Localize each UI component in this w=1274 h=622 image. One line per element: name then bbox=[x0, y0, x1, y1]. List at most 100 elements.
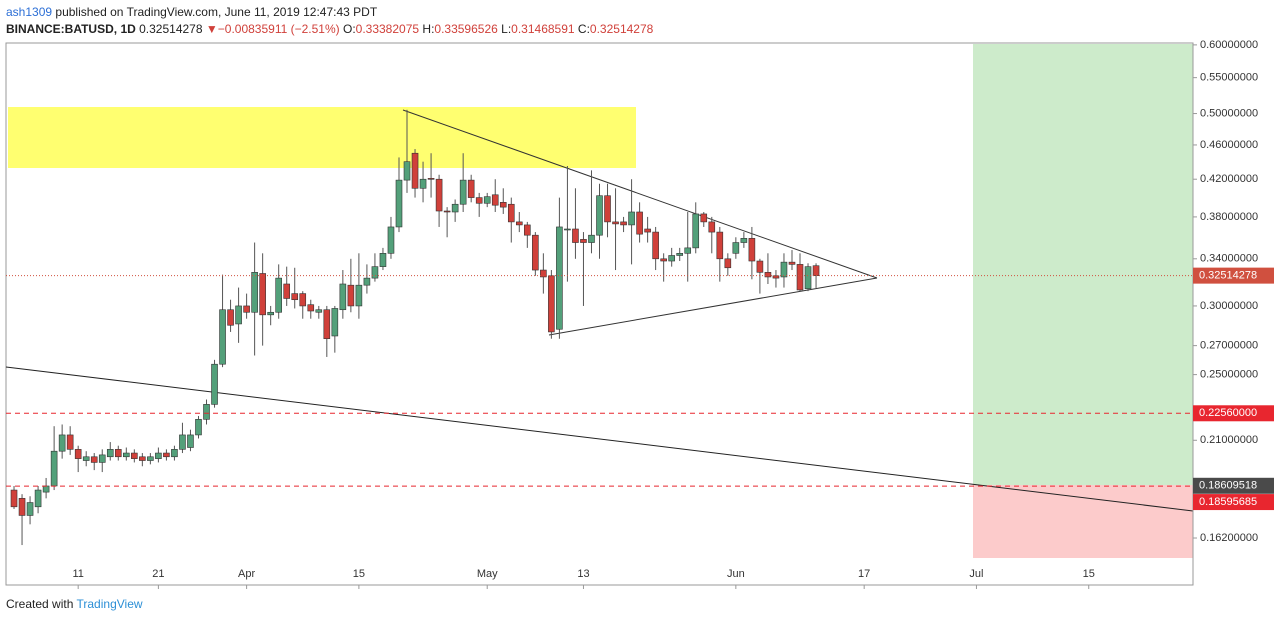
author[interactable]: ash1309 bbox=[6, 5, 53, 19]
candle-body bbox=[315, 309, 323, 313]
candle-body bbox=[515, 221, 523, 226]
price-line-label: 0.22560000 bbox=[1199, 407, 1257, 419]
candle-body bbox=[491, 194, 499, 206]
c-label: C: bbox=[577, 22, 590, 36]
candle-body bbox=[139, 456, 146, 461]
candle-body bbox=[740, 238, 748, 243]
candle-body bbox=[660, 258, 667, 262]
candle-body bbox=[636, 211, 643, 235]
candle-body bbox=[692, 213, 700, 249]
o-label: O: bbox=[342, 22, 356, 36]
candle-body bbox=[764, 272, 772, 278]
candle-body bbox=[259, 273, 266, 316]
candle-body bbox=[395, 179, 403, 228]
candle-body bbox=[219, 309, 226, 365]
candle-body bbox=[427, 178, 435, 180]
candle-body bbox=[708, 221, 716, 233]
candle-body bbox=[532, 234, 539, 271]
candle-body bbox=[235, 305, 242, 325]
candle-body bbox=[796, 264, 804, 291]
candle-body bbox=[211, 363, 218, 405]
footer: Created with TradingView bbox=[6, 597, 143, 611]
arrow: ▼ bbox=[205, 22, 218, 36]
position-label-bg bbox=[1193, 477, 1274, 494]
published: published on TradingView.com, June 11, 2… bbox=[55, 5, 378, 19]
y-tick-label: 0.16200000 bbox=[1200, 532, 1258, 544]
triangle-lower bbox=[548, 277, 878, 336]
candle-body bbox=[700, 213, 708, 223]
target-zone bbox=[973, 44, 1193, 485]
h-value: 0.33596526 bbox=[434, 22, 498, 36]
candle-body bbox=[355, 284, 363, 307]
y-tick-label: 0.46000000 bbox=[1200, 139, 1258, 151]
candle-body bbox=[435, 178, 443, 212]
x-tick-label: 13 bbox=[577, 568, 589, 580]
candle-body bbox=[163, 452, 170, 458]
l-value: 0.31468591 bbox=[511, 22, 575, 36]
candle-body bbox=[499, 202, 507, 208]
x-tick-label: 15 bbox=[353, 568, 365, 580]
candle-body bbox=[347, 284, 355, 307]
change: −0.00835911 (−2.51%) bbox=[217, 22, 340, 36]
candle-body bbox=[18, 498, 26, 516]
x-tick-label: 11 bbox=[72, 568, 83, 580]
candle-body bbox=[82, 456, 90, 461]
candle-body bbox=[403, 161, 411, 181]
candle-body bbox=[604, 195, 611, 223]
candle-body bbox=[171, 449, 178, 458]
candle-body bbox=[275, 277, 282, 313]
y-tick-label: 0.60000000 bbox=[1200, 39, 1258, 51]
candle-body bbox=[34, 489, 42, 508]
candle-body bbox=[668, 255, 675, 262]
candle-body bbox=[676, 253, 684, 256]
candle-body bbox=[572, 228, 579, 243]
candle-body bbox=[26, 502, 34, 516]
x-tick-label: Apr bbox=[238, 568, 255, 580]
candle-body bbox=[483, 196, 491, 204]
candle-body bbox=[331, 308, 339, 337]
stop-zone bbox=[973, 485, 1193, 558]
candle-body bbox=[179, 434, 186, 450]
candle-body bbox=[596, 195, 603, 236]
candle-body bbox=[50, 450, 58, 487]
created: Created with bbox=[6, 597, 74, 611]
candle-body bbox=[307, 304, 315, 312]
candle-body bbox=[756, 260, 764, 273]
candle-body bbox=[804, 266, 812, 290]
price-line-label-bg bbox=[1193, 405, 1274, 422]
candle-body bbox=[283, 283, 291, 299]
candle-body bbox=[387, 226, 395, 254]
candle-body bbox=[556, 226, 563, 330]
candle-body bbox=[323, 309, 331, 340]
candle-body bbox=[123, 452, 130, 458]
candle-body bbox=[451, 203, 459, 213]
candle-body bbox=[371, 266, 379, 279]
y-tick-label: 0.34000000 bbox=[1200, 253, 1258, 265]
y-tick-label: 0.27000000 bbox=[1200, 340, 1258, 352]
candle-body bbox=[419, 178, 427, 189]
candle-body bbox=[748, 238, 756, 262]
candle-body bbox=[66, 434, 74, 450]
candle-body bbox=[628, 211, 635, 226]
candle-body bbox=[620, 221, 627, 226]
brand[interactable]: TradingView bbox=[76, 597, 143, 611]
last-price-label-bg bbox=[1193, 267, 1274, 284]
candle-body bbox=[42, 485, 50, 493]
y-tick-label: 0.25000000 bbox=[1200, 369, 1258, 381]
supply-zone bbox=[8, 107, 636, 168]
candle-body bbox=[131, 452, 138, 459]
candle-body bbox=[98, 454, 106, 463]
candle-body bbox=[467, 179, 475, 198]
trend-line bbox=[5, 366, 1194, 512]
candle-body bbox=[379, 253, 387, 267]
candle-body bbox=[716, 231, 724, 260]
candle-body bbox=[788, 261, 796, 265]
candle-body bbox=[475, 197, 483, 204]
position-label: 0.18609518 bbox=[1199, 480, 1257, 492]
y-tick-label: 0.30000000 bbox=[1200, 300, 1258, 312]
c-value: 0.32514278 bbox=[589, 22, 654, 36]
last: 0.32514278 bbox=[139, 22, 203, 36]
candle-body bbox=[540, 269, 547, 278]
candle-body bbox=[780, 261, 788, 278]
